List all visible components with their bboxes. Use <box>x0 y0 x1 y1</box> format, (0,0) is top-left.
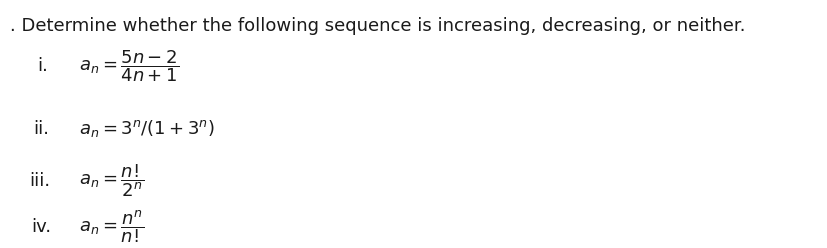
Text: $a_n = \dfrac{n!}{2^n}$: $a_n = \dfrac{n!}{2^n}$ <box>79 163 144 199</box>
Text: . Determine whether the following sequence is increasing, decreasing, or neither: . Determine whether the following sequen… <box>10 17 745 35</box>
Text: iii.: iii. <box>29 172 50 190</box>
Text: $a_n = \dfrac{5n-2}{4n+1}$: $a_n = \dfrac{5n-2}{4n+1}$ <box>79 48 179 84</box>
Text: $a_n = \dfrac{n^n}{n!}$: $a_n = \dfrac{n^n}{n!}$ <box>79 209 144 245</box>
Text: $a_n = 3^n/(1 + 3^n)$: $a_n = 3^n/(1 + 3^n)$ <box>79 119 214 139</box>
Text: ii.: ii. <box>33 120 49 138</box>
Text: iv.: iv. <box>31 218 51 236</box>
Text: i.: i. <box>37 57 48 75</box>
